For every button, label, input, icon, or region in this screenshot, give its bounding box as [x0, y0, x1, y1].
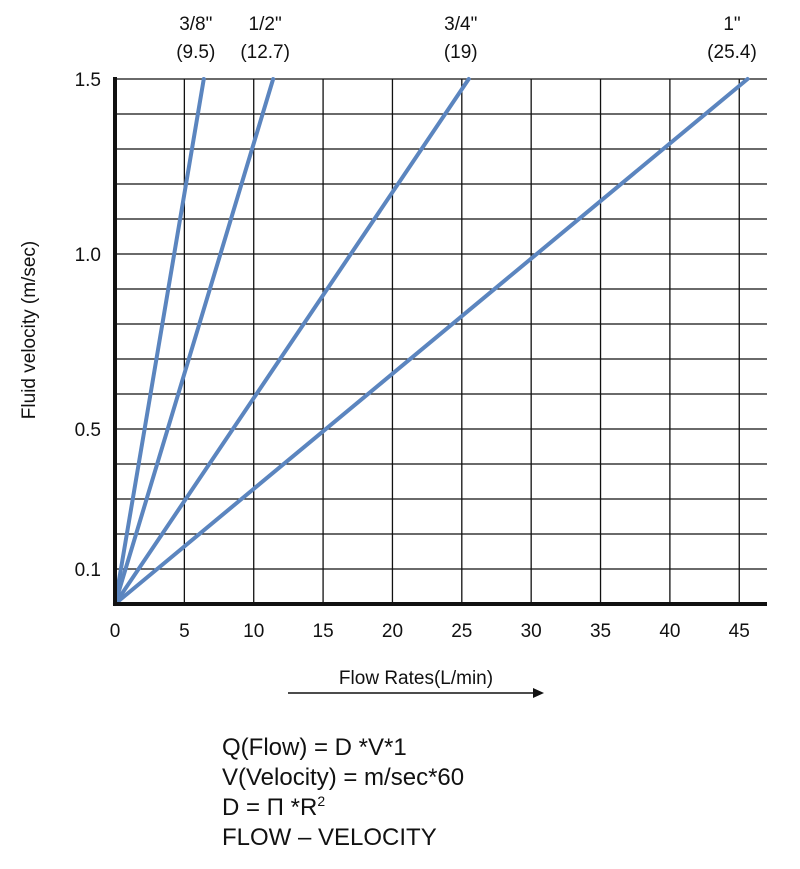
x-tick-label: 0 — [110, 621, 121, 642]
x-tick-label: 10 — [243, 621, 264, 642]
x-tick-label: 15 — [313, 621, 334, 642]
series-lines — [113, 77, 750, 606]
series-label-mm: (12.7) — [240, 42, 290, 63]
x-tick-label: 35 — [590, 621, 611, 642]
series-label-size: 1/2" — [249, 14, 282, 35]
series-label-mm: (19) — [444, 42, 478, 63]
arrow-head-icon — [533, 688, 544, 698]
series-line — [113, 77, 206, 606]
y-tick-label: 0.1 — [75, 560, 101, 581]
x-tick-label: 20 — [382, 621, 403, 642]
formula-flow: Q(Flow) = D *V*1 — [222, 734, 407, 761]
x-axis-title: Flow Rates(L/min) — [339, 668, 493, 689]
formula-title: FLOW – VELOCITY — [222, 824, 437, 851]
x-tick-labels: 0 5 10 15 20 25 30 35 40 45 — [110, 621, 750, 642]
series-line — [113, 77, 471, 606]
y-tick-labels: 0.1 0.5 1.0 1.5 — [75, 70, 101, 581]
y-tick-label: 1.5 — [75, 70, 101, 91]
series-label-mm: (9.5) — [176, 42, 215, 63]
formula-block: Q(Flow) = D *V*1 V(Velocity) = m/sec*60 … — [222, 733, 464, 853]
grid-lines — [115, 78, 767, 604]
series-label-size: 3/4" — [444, 14, 477, 35]
x-tick-label: 25 — [451, 621, 472, 642]
x-tick-label: 45 — [729, 621, 750, 642]
axes — [113, 77, 767, 606]
formula-diameter-base: D = Π *R — [222, 794, 318, 821]
series-label-size: 1" — [723, 14, 740, 35]
series-label-mm: (25.4) — [707, 42, 757, 63]
y-tick-label: 1.0 — [75, 245, 101, 266]
series-line — [113, 77, 750, 606]
x-tick-label: 40 — [659, 621, 680, 642]
series-label-size: 3/8" — [179, 14, 212, 35]
y-axis-title: Fluid velocity (m/sec) — [19, 241, 40, 419]
series-line — [113, 77, 276, 606]
x-tick-label: 5 — [179, 621, 190, 642]
series-labels: 3/8" (9.5) 1/2" (12.7) 3/4" (19) 1" (25.4) — [176, 14, 757, 63]
formula-diameter: D = Π *R2 — [222, 793, 464, 823]
formula-velocity: V(Velocity) = m/sec*60 — [222, 764, 465, 791]
formula-diameter-exponent: 2 — [317, 793, 326, 809]
y-tick-label: 0.5 — [75, 420, 101, 441]
x-tick-label: 30 — [521, 621, 542, 642]
